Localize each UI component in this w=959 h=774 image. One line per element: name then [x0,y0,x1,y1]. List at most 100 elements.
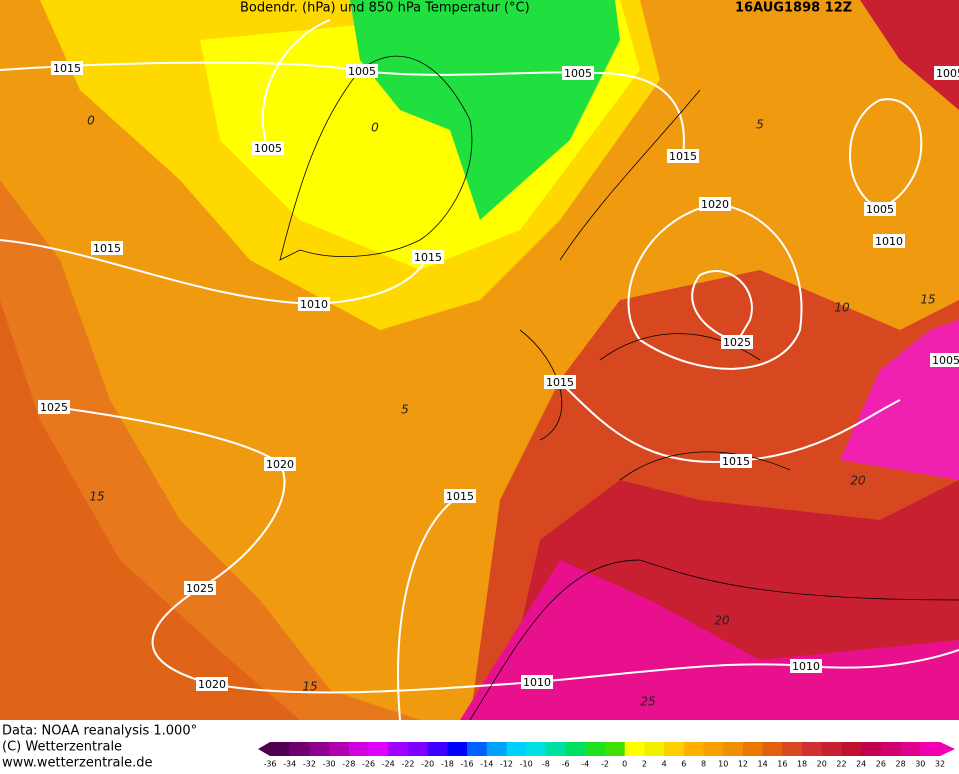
colorbar-tick-label: 26 [876,760,886,769]
pressure-label: 1020 [266,458,294,471]
pressure-label-bg [699,197,731,211]
pressure-label-bg [562,66,594,80]
pressure-label-bg [720,454,752,468]
colorbar-tick-label: 6 [681,760,686,769]
colorbar-swatch [762,742,783,756]
colorbar-swatch [900,742,921,756]
pressure-label: 1010 [792,660,820,673]
pressure-label: 1015 [669,150,697,163]
colorbar-swatch [467,742,488,756]
pressure-label: 1005 [348,65,376,78]
colorbar-swatch [703,742,724,756]
pressure-label: 1020 [701,198,729,211]
colorbar-swatch [742,742,764,756]
pressure-label-bg [252,141,284,155]
pressure-label: 1025 [40,401,68,414]
field-very-hot [460,560,959,720]
colorbar-tick-label: -4 [581,760,589,769]
colorbar-tick-label: -14 [480,760,493,769]
pressure-label: 1015 [446,490,474,503]
temperature-label: 5 [756,118,764,132]
temperature-label: 0 [371,121,379,135]
colorbar-tick-label: 24 [856,760,866,769]
pressure-label-bg [91,241,123,255]
colorbar-swatch [782,742,803,756]
africa-coast [469,559,959,721]
colorbar-arrow [258,742,270,756]
colorbar-swatch [723,742,744,756]
colorbar-tick-label: 30 [915,760,925,769]
colorbar-tick-label: 0 [622,760,627,769]
pressure-label-bg [544,375,576,389]
pressure-label-bg [667,149,699,163]
pressure-label: 1005 [866,203,894,216]
colorbar-swatch [821,742,842,756]
colorbar-tick-label: 2 [642,760,647,769]
colorbar-swatch [683,742,705,756]
isobar [0,239,429,306]
colorbar-tick-label: -30 [323,760,336,769]
colorbar-tick-label: -18 [441,760,454,769]
colorbar-tick-label: 20 [817,760,827,769]
greenland-coast [279,55,473,261]
colorbar-tick-label: 18 [797,760,807,769]
pressure-label-bg [51,61,83,75]
pressure-label: 1010 [523,676,551,689]
colorbar-tick-label: -26 [362,760,375,769]
colorbar-swatch [486,742,507,756]
colorbar-tick-label: 16 [777,760,787,769]
pressure-label-bg [521,675,553,689]
pressure-label-bg [864,202,896,216]
pressure-label-bg [721,335,753,349]
temperature-label: 15 [920,293,935,307]
colorbar-swatch [605,742,626,756]
pressure-label-bg [444,489,476,503]
pressure-label-bg [930,353,959,367]
pressure-label: 1015 [53,62,81,75]
pressure-label: 1015 [546,376,574,389]
pressure-label: 1005 [564,67,592,80]
isobar [627,203,803,370]
colorbar-tick-label: 8 [701,760,706,769]
map-title: Bodendr. (hPa) und 850 hPa Temperatur (°… [240,1,530,16]
colorbar-tick-label: -2 [601,760,609,769]
colorbar-tick-label: 28 [895,760,905,769]
colorbar-swatch [802,742,823,756]
colorbar-tick-label: -8 [542,760,550,769]
colorbar-swatch [585,742,606,756]
colorbar-tick-label: 10 [718,760,728,769]
colorbar-tick-label: -10 [520,760,533,769]
pressure-label-bg [184,581,216,595]
colorbar: -36 -34 -32 -30 -28 -26 -24 -22 -20 -18 -16 -14 -12-… [258,742,955,769]
colorbar-tick-label: -22 [401,760,414,769]
pressure-label-bg [873,234,905,248]
colorbar-tick-label: -20 [421,760,434,769]
colorbar-swatch [545,742,567,756]
colorbar-tick-label: 14 [758,760,768,769]
pressure-label-bg [38,400,70,414]
colorbar-swatch [664,742,685,756]
colorbar-swatch [920,742,941,756]
field-warm [0,300,300,720]
colorbar-swatch [861,742,882,756]
pressure-label: 1010 [875,235,903,248]
isobar [397,495,461,721]
temperature-label: 25 [640,695,655,709]
colorbar-arrow [940,742,955,756]
pressure-label: 1015 [93,242,121,255]
colorbar-tick-label: -28 [342,760,355,769]
colorbar-swatch [427,742,448,756]
footer-copyright: (C) Wetterzentrale [2,740,122,755]
colorbar-swatch [447,742,468,756]
temperature-label: 20 [714,614,730,628]
colorbar-swatch [506,742,527,756]
colorbar-swatch [270,742,291,756]
colorbar-tick-label: -16 [461,760,474,769]
colorbar-tick-label: -36 [263,760,276,769]
colorbar-swatch [880,742,902,756]
footer-source: Data: NOAA reanalysis 1.000° [2,724,197,739]
